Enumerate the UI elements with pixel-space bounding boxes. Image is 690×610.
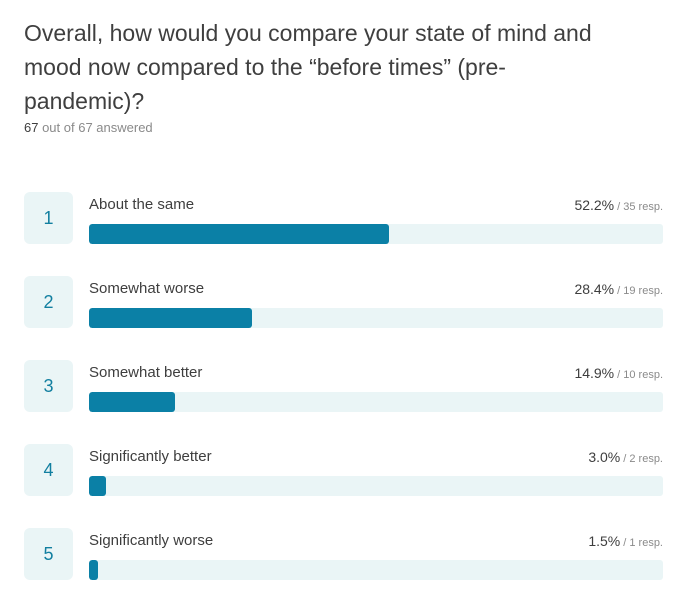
answer-stats: 14.9%/ 10 resp.	[574, 365, 663, 381]
answer-responses: / 35 resp.	[617, 201, 663, 213]
answer-stats: 3.0%/ 2 resp.	[588, 449, 663, 465]
answer-percent: 52.2%	[574, 197, 615, 213]
answer-percent: 28.4%	[574, 281, 615, 297]
answer-row: 2 Somewhat worse 28.4%/ 19 resp.	[24, 276, 663, 360]
answer-percent: 1.5%	[588, 533, 621, 549]
answer-percent: 3.0%	[588, 449, 621, 465]
answer-row: 4 Significantly better 3.0%/ 2 resp.	[24, 444, 663, 528]
answer-label: About the same	[89, 196, 195, 213]
rank-badge: 4	[24, 444, 73, 496]
answer-responses: / 10 resp.	[617, 369, 663, 381]
progress-fill	[89, 560, 98, 580]
answered-total: out of 67 answered	[38, 120, 153, 135]
answer-percent: 14.9%	[574, 365, 615, 381]
rank-badge: 5	[24, 528, 73, 580]
answer-responses: / 19 resp.	[617, 285, 663, 297]
progress-track	[89, 476, 663, 496]
progress-fill	[89, 308, 253, 328]
answer-list: 1 About the same 52.2%/ 35 resp. 2 Somew…	[24, 192, 663, 610]
progress-fill	[89, 476, 107, 496]
answer-label: Significantly worse	[89, 532, 214, 549]
answered-summary: 67 out of 67 answered	[24, 120, 153, 135]
progress-track	[89, 308, 663, 328]
answer-stats: 52.2%/ 35 resp.	[574, 197, 663, 213]
rank-badge: 3	[24, 360, 73, 412]
rank-badge: 1	[24, 192, 73, 244]
answer-responses: / 2 resp.	[623, 453, 663, 465]
progress-track	[89, 224, 663, 244]
rank-badge: 2	[24, 276, 73, 328]
answer-stats: 28.4%/ 19 resp.	[574, 281, 663, 297]
answer-label: Somewhat worse	[89, 280, 205, 297]
question-title: Overall, how would you compare your stat…	[24, 20, 592, 114]
answer-stats: 1.5%/ 1 resp.	[588, 533, 663, 549]
answer-responses: / 1 resp.	[623, 537, 663, 549]
progress-fill	[89, 392, 175, 412]
answer-row: 5 Significantly worse 1.5%/ 1 resp.	[24, 528, 663, 610]
answer-row: 3 Somewhat better 14.9%/ 10 resp.	[24, 360, 663, 444]
progress-track	[89, 392, 663, 412]
answered-count: 67	[24, 120, 39, 135]
answer-label: Somewhat better	[89, 364, 203, 381]
answer-label: Significantly better	[89, 448, 212, 465]
progress-fill	[89, 224, 389, 244]
answer-row: 1 About the same 52.2%/ 35 resp.	[24, 192, 663, 276]
progress-track	[89, 560, 663, 580]
